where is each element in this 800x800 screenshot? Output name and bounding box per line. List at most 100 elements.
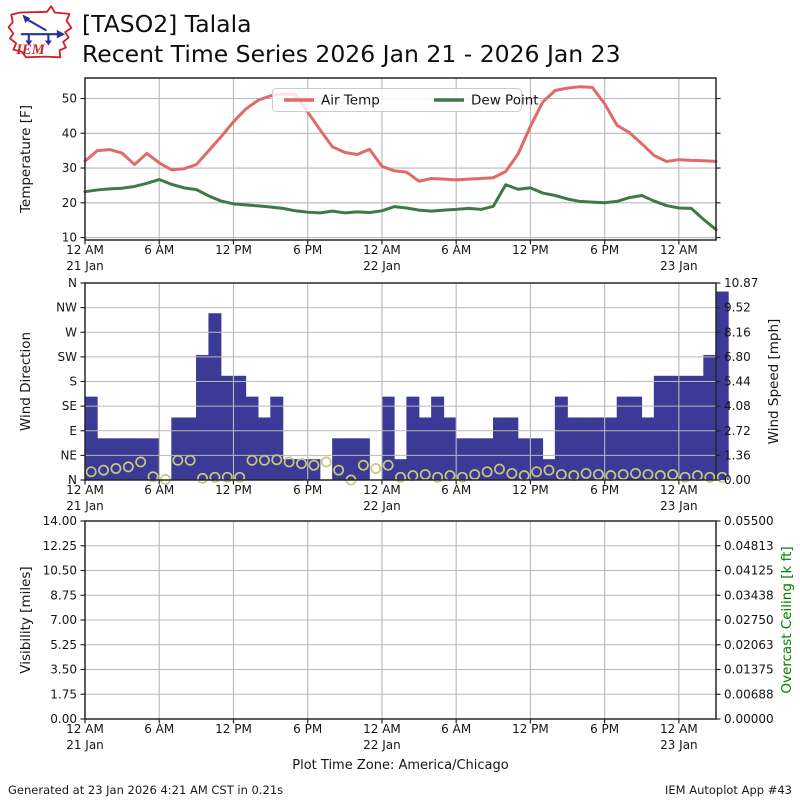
svg-text:50: 50 (62, 92, 77, 106)
axis-title: Visibility [miles] (18, 566, 34, 673)
svg-text:12 PM: 12 PM (215, 722, 252, 736)
svg-text:21 Jan: 21 Jan (66, 499, 104, 513)
svg-text:6 PM: 6 PM (293, 243, 322, 257)
logo-text: IEM (15, 42, 46, 58)
svg-text:N: N (68, 473, 77, 487)
temperature-frame (80, 77, 721, 245)
air-temp-line (83, 85, 718, 183)
visibility-gridlines (85, 521, 716, 719)
app-credit-text: IEM Autoplot App #43 (664, 783, 792, 797)
svg-text:0.05500: 0.05500 (724, 514, 774, 528)
svg-text:6 PM: 6 PM (590, 483, 619, 497)
wind-vane-icon (20, 14, 66, 46)
svg-text:23 Jan: 23 Jan (660, 738, 698, 752)
svg-text:12 AM: 12 AM (66, 243, 104, 257)
svg-text:12 AM: 12 AM (660, 483, 698, 497)
svg-text:10.50: 10.50 (43, 564, 77, 578)
axis-title: Wind Speed [mph] (766, 319, 782, 445)
legend: Air Temp Dew Point (272, 88, 539, 112)
svg-text:22 Jan: 22 Jan (363, 499, 401, 513)
svg-text:20: 20 (62, 196, 77, 210)
svg-text:6 AM: 6 AM (441, 243, 471, 257)
svg-text:12 AM: 12 AM (660, 243, 698, 257)
svg-text:40: 40 (62, 126, 77, 140)
wind-gridlines (85, 283, 716, 480)
svg-text:5.25: 5.25 (50, 638, 77, 652)
svg-text:3.50: 3.50 (50, 663, 77, 677)
temperature-y-tick-labels: 10 20 30 40 50 (62, 92, 77, 245)
svg-text:0.02063: 0.02063 (724, 638, 774, 652)
temperature-x-tick-labels: 12 AM 21 Jan 6 AM 12 PM 6 PM 12 AM 22 Jan 6 AM 1… (66, 243, 698, 273)
svg-text:10.87: 10.87 (724, 276, 758, 290)
svg-text:6 PM: 6 PM (293, 722, 322, 736)
wind-direction-tick-labels: N NE E SE S SW W NW N (56, 276, 77, 487)
wind-direction-markers (85, 454, 728, 486)
svg-text:SW: SW (58, 350, 78, 364)
svg-text:6.80: 6.80 (724, 350, 751, 364)
svg-text:W: W (65, 325, 77, 339)
svg-text:0.00: 0.00 (50, 712, 77, 726)
svg-text:6 AM: 6 AM (144, 243, 174, 257)
svg-text:10: 10 (62, 231, 77, 245)
wind-speed-bars (84, 291, 729, 480)
svg-text:2.72: 2.72 (724, 424, 751, 438)
svg-text:0.00000: 0.00000 (724, 712, 774, 726)
svg-text:9.52: 9.52 (724, 301, 751, 315)
svg-text:22 Jan: 22 Jan (363, 738, 401, 752)
svg-text:6 AM: 6 AM (144, 722, 174, 736)
wind-x-tick-labels: 12 AM 21 Jan 6 AM 12 PM 6 PM 12 AM 22 Jan 6 AM 1… (66, 483, 698, 513)
svg-text:21 Jan: 21 Jan (66, 738, 104, 752)
svg-text:5.44: 5.44 (724, 375, 751, 389)
svg-text:S: S (69, 375, 77, 389)
svg-text:NE: NE (60, 448, 77, 462)
svg-text:6 PM: 6 PM (293, 483, 322, 497)
figure-title: [TASO2] Talala Recent Time Series 2026 J… (82, 9, 621, 69)
svg-text:4.08: 4.08 (724, 399, 751, 413)
svg-text:30: 30 (62, 161, 77, 175)
svg-text:12 PM: 12 PM (512, 722, 549, 736)
svg-text:8.75: 8.75 (50, 588, 77, 602)
svg-text:SE: SE (62, 399, 77, 413)
svg-text:12 PM: 12 PM (215, 483, 252, 497)
svg-text:21 Jan: 21 Jan (66, 259, 104, 273)
svg-text:0.00: 0.00 (724, 473, 751, 487)
visibility-tick-labels: 0.00 1.75 3.50 5.25 7.00 8.75 10.50 12.25 14.00 (43, 514, 77, 726)
svg-text:6 AM: 6 AM (144, 483, 174, 497)
svg-text:6 AM: 6 AM (441, 483, 471, 497)
legend-label: Air Temp (321, 93, 380, 109)
legend-label: Dew Point (471, 93, 539, 109)
svg-text:6 PM: 6 PM (590, 722, 619, 736)
svg-text:6 AM: 6 AM (441, 722, 471, 736)
svg-text:12 PM: 12 PM (215, 243, 252, 257)
axis-title: Overcast Ceiling [k ft] (779, 546, 795, 693)
title-line2: Recent Time Series 2026 Jan 21 - 2026 Ja… (82, 40, 621, 68)
axis-title: Temperature [F] (18, 105, 34, 214)
svg-text:0.00688: 0.00688 (724, 687, 774, 701)
svg-text:0.01375: 0.01375 (724, 663, 774, 677)
svg-text:7.00: 7.00 (50, 613, 77, 627)
svg-text:14.00: 14.00 (43, 514, 77, 528)
svg-text:23 Jan: 23 Jan (660, 499, 698, 513)
svg-text:0.04125: 0.04125 (724, 564, 774, 578)
svg-text:NW: NW (56, 301, 77, 315)
svg-text:12 PM: 12 PM (512, 483, 549, 497)
generated-at-text: Generated at 23 Jan 2026 4:21 AM CST in … (8, 783, 284, 797)
svg-text:8.16: 8.16 (724, 325, 751, 339)
dew-point-line (83, 178, 718, 232)
axis-title: Wind Direction (18, 332, 34, 431)
svg-text:12 AM: 12 AM (363, 722, 401, 736)
svg-text:0.03438: 0.03438 (724, 588, 774, 602)
svg-text:N: N (68, 276, 77, 290)
svg-text:12 AM: 12 AM (363, 483, 401, 497)
iem-logo: IEM (7, 5, 73, 59)
timezone-label: Plot Time Zone: America/Chicago (292, 758, 508, 773)
svg-text:12 AM: 12 AM (66, 722, 104, 736)
visibility-frame (80, 520, 721, 724)
svg-text:12 AM: 12 AM (66, 483, 104, 497)
ceiling-tick-labels: 0.00000 0.00688 0.01375 0.02063 0.02750 0.034… (724, 514, 774, 726)
wind-speed-tick-labels: 0.00 1.36 2.72 4.08 5.44 6.80 8.16 9.52 10.87 (724, 276, 758, 487)
svg-text:1.75: 1.75 (50, 687, 77, 701)
wind-frame (80, 282, 721, 485)
